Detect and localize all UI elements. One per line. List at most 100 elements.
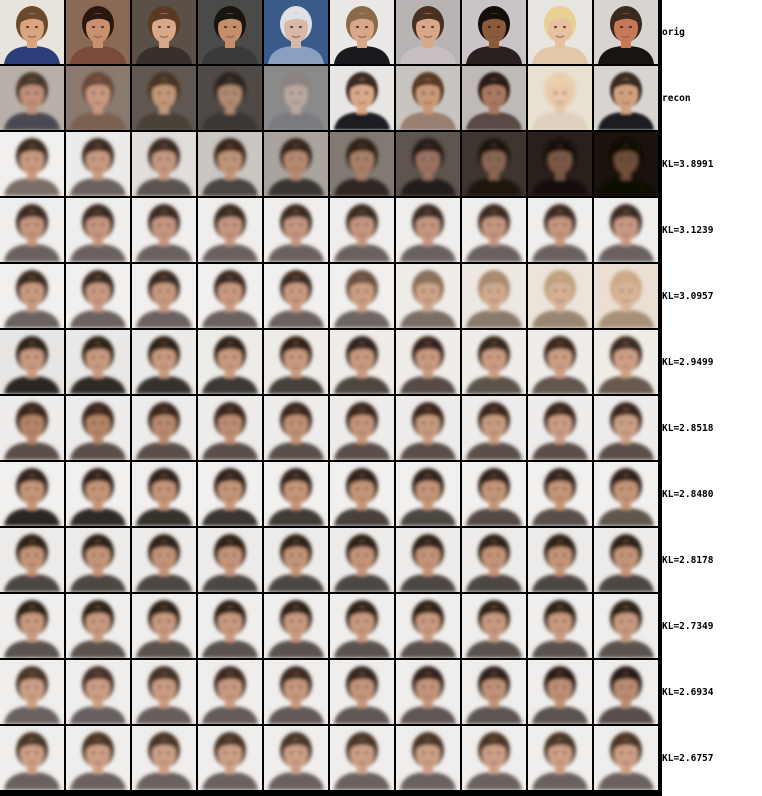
reconstructed-face-image [330,66,394,130]
generated-face-image [528,396,592,460]
generated-face-image [462,660,526,724]
generated-face-image [594,132,658,196]
generated-face-image [594,264,658,328]
generated-face-image [330,264,394,328]
original-face-image [132,0,196,64]
generated-face-image [528,462,592,526]
row-label: KL=3.1239 [662,225,714,236]
grid-row [0,330,662,396]
reconstructed-face-image [594,66,658,130]
grid-row [0,528,662,594]
generated-face-image [66,396,130,460]
generated-face-image [330,132,394,196]
generated-face-image [198,528,262,592]
generated-face-image [66,330,130,394]
generated-face-image [198,396,262,460]
generated-face-image [462,594,526,658]
reconstructed-face-image [198,66,262,130]
original-face-image [66,0,130,64]
generated-face-image [396,198,460,262]
grid-row [0,0,662,66]
generated-face-image [594,330,658,394]
original-face-image [330,0,394,64]
generated-face-image [330,594,394,658]
reconstructed-face-image [462,66,526,130]
row-label: KL=3.8991 [662,159,714,170]
generated-face-image [396,594,460,658]
reconstructed-face-image [132,66,196,130]
row-label: orig [662,27,685,38]
generated-face-image [0,726,64,790]
original-face-image [528,0,592,64]
row-label: KL=2.8480 [662,489,714,500]
reconstructed-face-image [396,66,460,130]
generated-face-image [528,132,592,196]
row-label: KL=2.6757 [662,753,714,764]
generated-face-image [198,660,262,724]
reconstructed-face-image [528,66,592,130]
generated-face-image [132,528,196,592]
generated-face-image [198,462,262,526]
generated-face-image [132,462,196,526]
generated-face-image [330,330,394,394]
generated-face-image [132,330,196,394]
generated-face-image [594,528,658,592]
grid-row [0,594,662,660]
generated-face-image [330,660,394,724]
generated-face-image [132,594,196,658]
reconstructed-face-image [0,66,64,130]
grid-row [0,660,662,726]
generated-face-image [594,396,658,460]
row-label: KL=2.8178 [662,555,714,566]
generated-face-image [198,594,262,658]
generated-face-image [462,132,526,196]
generated-face-image [594,660,658,724]
generated-face-image [198,264,262,328]
generated-face-image [66,726,130,790]
original-face-image [0,0,64,64]
generated-face-image [396,462,460,526]
grid-row [0,726,662,792]
generated-face-image [330,396,394,460]
row-label: KL=3.0957 [662,291,714,302]
generated-face-image [132,198,196,262]
row-label: recon [662,93,691,104]
generated-face-image [66,594,130,658]
generated-face-image [264,198,328,262]
generated-face-image [396,726,460,790]
generated-face-image [264,660,328,724]
generated-face-image [132,264,196,328]
original-face-image [462,0,526,64]
grid-row [0,198,662,264]
generated-face-image [0,330,64,394]
generated-face-image [264,462,328,526]
generated-face-image [528,198,592,262]
generated-face-image [330,726,394,790]
generated-face-image [66,660,130,724]
generated-face-image [198,132,262,196]
generated-face-image [594,726,658,790]
generated-face-image [0,264,64,328]
generated-face-image [462,198,526,262]
generated-face-image [132,132,196,196]
generated-face-image [396,396,460,460]
row-label: KL=2.9499 [662,357,714,368]
generated-face-image [528,594,592,658]
grid-row [0,66,662,132]
generated-face-image [0,396,64,460]
generated-face-image [528,660,592,724]
generated-face-image [462,264,526,328]
grid-row [0,396,662,462]
generated-face-image [396,132,460,196]
generated-face-image [132,660,196,724]
generated-face-image [528,528,592,592]
generated-face-image [132,726,196,790]
generated-face-image [396,330,460,394]
generated-face-image [264,594,328,658]
generated-face-image [594,594,658,658]
generated-face-image [66,528,130,592]
generated-face-image [66,198,130,262]
reconstructed-face-image [264,66,328,130]
original-face-image [264,0,328,64]
original-face-image [198,0,262,64]
